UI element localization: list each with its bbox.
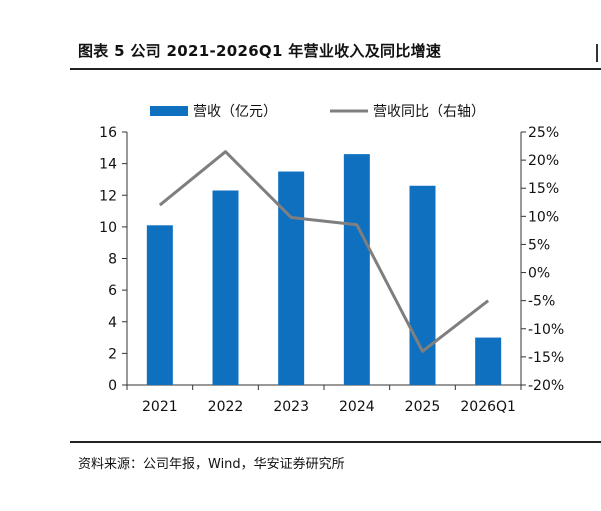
revenue-bar [146,225,173,385]
left-tick-label: 16 [99,125,117,141]
bars [146,154,502,385]
title-divider [70,68,601,70]
right-tick-label: 5% [528,237,550,253]
left-tick-label: 2 [108,346,117,362]
revenue-bar [475,337,502,385]
revenue-bar [278,171,305,385]
growth-line [158,150,490,353]
chart-title: 图表 5 公司 2021-2026Q1 年营业收入及同比增速 [78,42,442,60]
revenue-bar [212,190,239,385]
source-note: 资料来源：公司年报，Wind，华安证券研究所 [78,457,345,472]
right-tick-label: 0% [528,266,550,282]
x-tick-label: 2021 [142,399,178,415]
x-tick-label: 2024 [339,399,375,415]
axes [122,131,526,390]
title-row: 图表 5 公司 2021-2026Q1 年营业收入及同比增速 [0,0,601,70]
source-divider [70,441,601,443]
x-tick-label: 2026Q1 [460,399,516,415]
right-tick-label: -5% [528,294,555,310]
tick-labels: 0 2 4 6 8 10 12 14 16 -20% -15% -10% -5% 0% 5% 10% 15% 20… [99,125,564,415]
left-tick-label: 0 [108,378,117,394]
right-tick-label: 10% [528,209,559,225]
legend-bar-label: 营收（亿元） [193,104,277,120]
revenue-bar [343,154,370,385]
left-tick-label: 8 [108,252,117,268]
right-tick-label: 15% [528,181,559,197]
right-tick-label: -20% [528,378,564,394]
right-tick-label: -10% [528,322,564,338]
left-tick-label: 4 [108,315,117,331]
left-tick-label: 14 [99,157,117,173]
x-tick-label: 2025 [405,399,441,415]
left-tick-label: 10 [99,220,117,236]
right-tick-label: 25% [528,125,559,141]
legend: 营收（亿元） 营收同比（右轴） [150,104,485,120]
edge-mark [596,44,598,62]
x-tick-label: 2023 [273,399,309,415]
right-tick-label: 20% [528,153,559,169]
revenue-bar [409,185,436,385]
right-tick-label: -15% [528,350,564,366]
legend-bar-swatch [150,106,188,116]
x-tick-label: 2022 [208,399,244,415]
left-tick-label: 12 [99,188,117,204]
revenue-chart: 营收（亿元） 营收同比（右轴） 0 2 4 6 8 10 12 14 16 -20% -15% -10… [99,104,564,415]
growth-polyline [158,150,490,353]
left-tick-label: 6 [108,283,117,299]
legend-line-label: 营收同比（右轴） [373,104,485,120]
